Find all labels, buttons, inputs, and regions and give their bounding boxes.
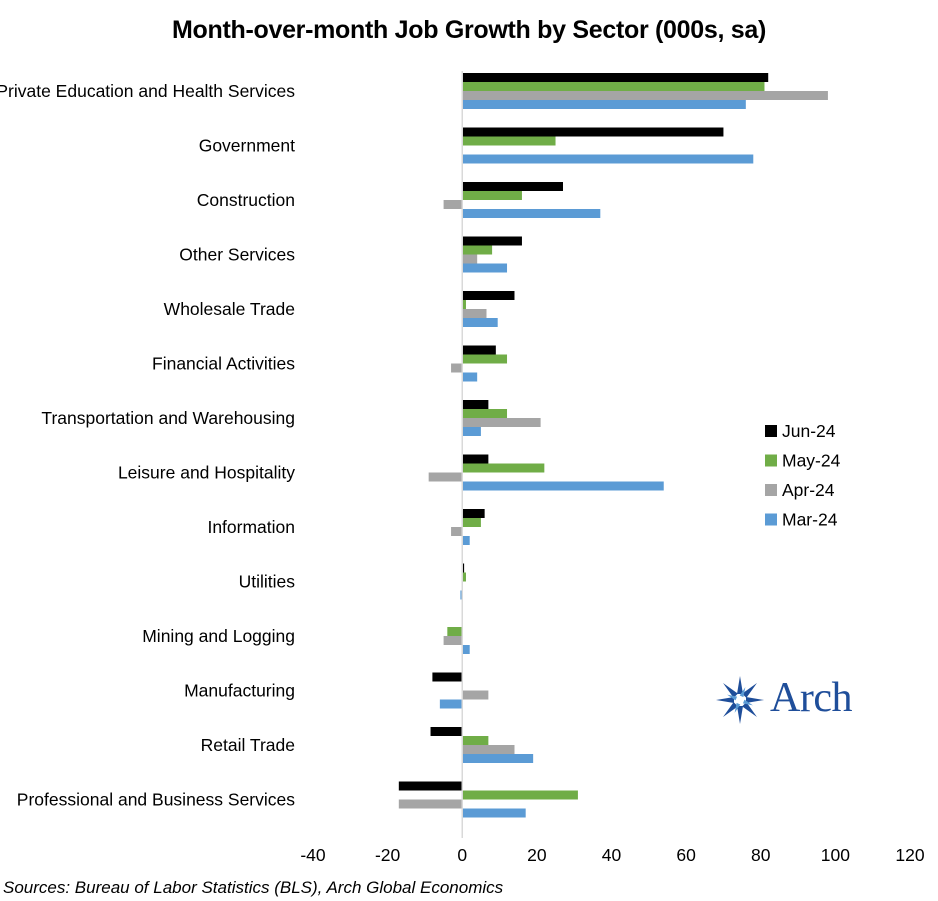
category-label: Mining and Logging [142, 626, 295, 646]
bar-may-24-professional-and-business-services [462, 790, 578, 800]
bar-apr-24-financial-activities [451, 363, 463, 373]
logo-text: Arch [770, 675, 852, 721]
category-label: Financial Activities [152, 354, 295, 374]
bar-jun-24-government [462, 127, 724, 137]
bar-apr-24-construction [443, 200, 463, 209]
x-tick-label: 120 [895, 845, 924, 865]
legend-swatch-apr-24 [765, 484, 777, 496]
bar-may-24-transportation-and-warehousing [462, 409, 508, 418]
bar-jun-24-utilities [462, 563, 465, 573]
category-label: Retail Trade [201, 735, 295, 755]
category-label: Professional and Business Services [17, 790, 295, 810]
bar-may-24-financial-activities [462, 354, 508, 364]
bar-mar-24-government [462, 154, 754, 164]
bar-jun-24-construction [462, 182, 563, 191]
legend-label-may-24: May-24 [782, 451, 841, 471]
bar-mar-24-wholesale-trade [462, 318, 498, 327]
bar-jun-24-professional-and-business-services [398, 781, 463, 791]
chart-title: Month-over-month Job Growth by Sector (0… [172, 16, 766, 44]
bar-may-24-leisure-and-hospitality [462, 463, 545, 473]
bar-jun-24-other-services [462, 236, 522, 246]
bar-apr-24-leisure-and-hospitality [428, 472, 463, 482]
x-tick-label: 100 [821, 845, 850, 865]
bar-may-24-mining-and-logging [447, 627, 463, 636]
bar-jun-24-private-education-and-health-services [462, 73, 769, 82]
legend-label-jun-24: Jun-24 [782, 421, 836, 441]
arch-star-logo-icon [716, 676, 764, 724]
bar-apr-24-professional-and-business-services [398, 799, 463, 809]
x-tick-label: 60 [676, 845, 696, 865]
bar-apr-24-retail-trade [462, 745, 515, 754]
bars-layer [398, 73, 828, 818]
bar-jun-24-leisure-and-hospitality [462, 454, 489, 464]
legend-label-apr-24: Apr-24 [782, 480, 835, 500]
bar-mar-24-professional-and-business-services [462, 808, 526, 818]
category-label: Private Education and Health Services [0, 81, 295, 101]
x-axis-tick-labels: -40 -20 0 20 40 60 80 100 120 [300, 845, 925, 865]
bar-may-24-information [462, 518, 481, 527]
bar-apr-24-other-services [462, 254, 478, 264]
x-tick-label: 40 [602, 845, 622, 865]
bar-mar-24-financial-activities [462, 372, 478, 382]
x-tick-label: 0 [457, 845, 467, 865]
bar-may-24-other-services [462, 245, 493, 255]
category-label: Information [207, 517, 295, 537]
bar-mar-24-leisure-and-hospitality [462, 481, 664, 491]
bar-apr-24-private-education-and-health-services [462, 91, 828, 100]
bar-may-24-retail-trade [462, 736, 489, 745]
legend-label-mar-24: Mar-24 [782, 510, 838, 530]
bar-mar-24-utilities [460, 590, 463, 600]
category-label: Wholesale Trade [164, 299, 295, 319]
source-note: Sources: Bureau of Labor Statistics (BLS… [3, 878, 504, 897]
bar-mar-24-transportation-and-warehousing [462, 427, 481, 436]
bar-may-24-private-education-and-health-services [462, 82, 765, 91]
category-label: Manufacturing [184, 681, 295, 701]
bar-apr-24-information [451, 527, 463, 536]
bar-may-24-utilities [462, 572, 466, 582]
category-label: Other Services [179, 245, 295, 265]
category-label: Transportation and Warehousing [41, 408, 295, 428]
bar-mar-24-other-services [462, 263, 508, 273]
category-label: Government [199, 136, 295, 156]
bar-apr-24-mining-and-logging [443, 636, 463, 645]
bar-may-24-wholesale-trade [462, 300, 466, 309]
x-tick-label: -40 [300, 845, 326, 865]
arch-logo: Arch [714, 672, 884, 728]
bar-mar-24-information [462, 536, 470, 545]
bar-jun-24-manufacturing [432, 672, 463, 682]
category-label: Construction [197, 190, 295, 210]
bar-jun-24-wholesale-trade [462, 291, 515, 300]
x-tick-label: 20 [527, 845, 547, 865]
category-label: Leisure and Hospitality [118, 463, 295, 483]
legend-swatch-jun-24 [765, 425, 777, 437]
x-tick-label: 80 [751, 845, 771, 865]
bar-jun-24-financial-activities [462, 345, 496, 355]
legend-swatch-mar-24 [765, 513, 777, 526]
legend: Jun-24 May-24 Apr-24 Mar-24 [765, 421, 841, 530]
bar-jun-24-transportation-and-warehousing [462, 400, 489, 409]
bar-may-24-construction [462, 191, 522, 200]
bar-apr-24-manufacturing [462, 690, 489, 700]
bar-mar-24-manufacturing [439, 699, 463, 709]
bar-jun-24-information [462, 509, 485, 518]
x-tick-label: -20 [375, 845, 401, 865]
bar-jun-24-retail-trade [430, 727, 463, 736]
legend-swatch-may-24 [765, 454, 777, 467]
category-label: Utilities [239, 572, 296, 592]
bar-mar-24-retail-trade [462, 754, 534, 763]
bar-may-24-government [462, 136, 556, 146]
bar-apr-24-wholesale-trade [462, 309, 487, 318]
bar-apr-24-transportation-and-warehousing [462, 418, 541, 427]
bar-mar-24-private-education-and-health-services [462, 100, 746, 109]
bar-mar-24-construction [462, 209, 601, 218]
bar-mar-24-mining-and-logging [462, 645, 470, 654]
category-labels: Private Education and Health Services Gov… [0, 81, 295, 810]
